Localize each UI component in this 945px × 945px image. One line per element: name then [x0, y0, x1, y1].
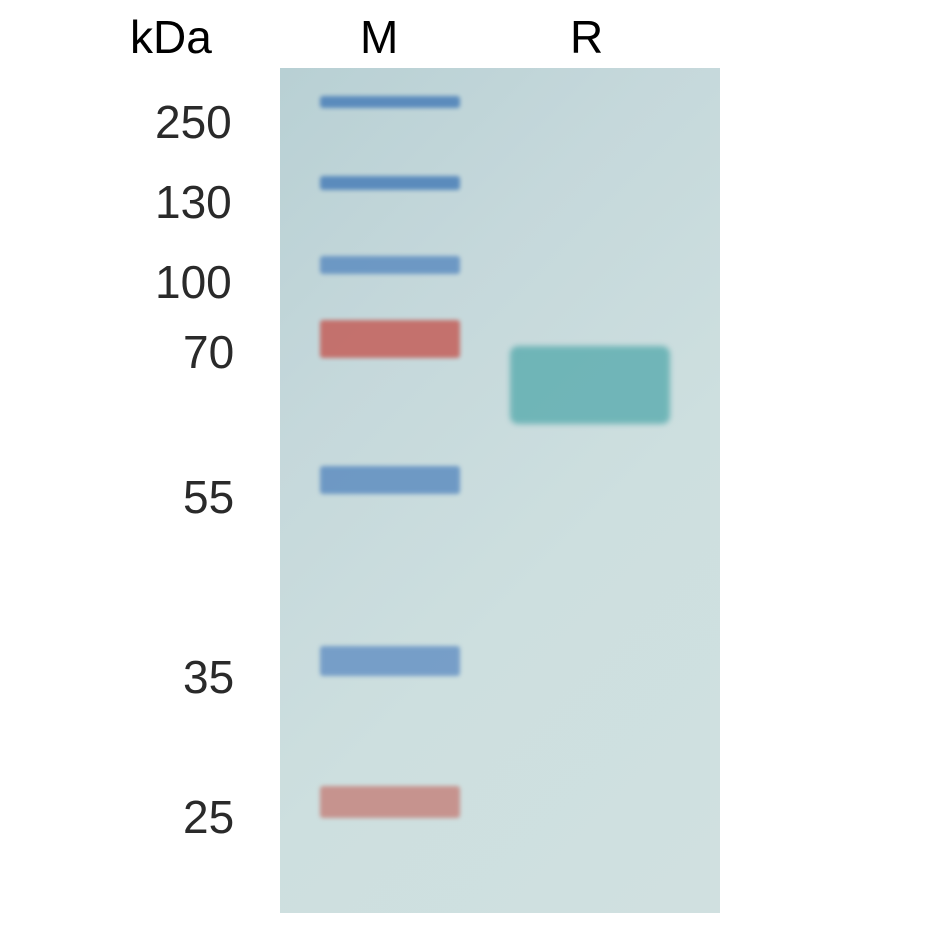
mw-label-130: 130: [155, 175, 232, 229]
marker-band-130: [320, 176, 460, 190]
marker-band-25: [320, 786, 460, 818]
marker-band-100: [320, 256, 460, 274]
marker-band-55: [320, 466, 460, 494]
gel-image: [280, 68, 720, 913]
mw-label-25: 25: [183, 790, 234, 844]
marker-lane-label: M: [360, 10, 398, 64]
sample-lane-label: R: [570, 10, 603, 64]
unit-label: kDa: [130, 10, 212, 64]
mw-label-35: 35: [183, 650, 234, 704]
sample-lane: [510, 68, 670, 913]
marker-lane: [320, 68, 460, 913]
marker-band-35: [320, 646, 460, 676]
sample-band: [510, 346, 670, 424]
mw-label-250: 250: [155, 95, 232, 149]
marker-band-250: [320, 96, 460, 108]
mw-label-55: 55: [183, 470, 234, 524]
marker-band-70: [320, 320, 460, 358]
mw-label-100: 100: [155, 255, 232, 309]
mw-label-70: 70: [183, 325, 234, 379]
